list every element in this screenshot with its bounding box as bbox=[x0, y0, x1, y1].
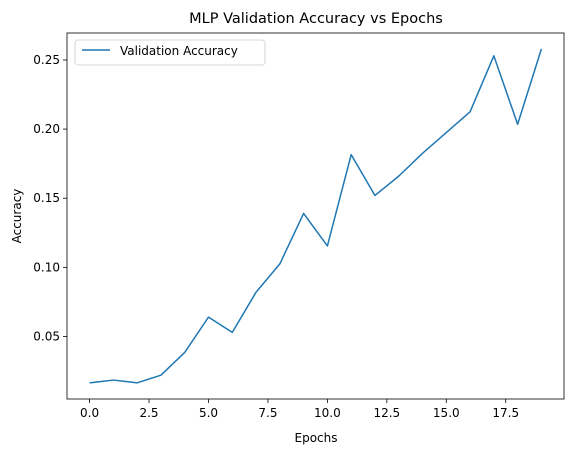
x-tick-label: 0.0 bbox=[80, 406, 99, 420]
x-tick-label: 7.5 bbox=[258, 406, 277, 420]
x-tick-label: 15.0 bbox=[433, 406, 460, 420]
y-axis-label: Accuracy bbox=[10, 189, 24, 244]
x-tick-label: 5.0 bbox=[199, 406, 218, 420]
legend: Validation Accuracy bbox=[74, 39, 266, 66]
legend-entry-label: Validation Accuracy bbox=[120, 44, 238, 58]
plot-layer bbox=[89, 48, 543, 384]
chart-title: MLP Validation Accuracy vs Epochs bbox=[189, 11, 443, 27]
legend-box bbox=[74, 39, 266, 66]
ticks-layer: 0.0 2.5 5.0 7.5 10.0 12.5 15.0 17.5 0.05 0.10 0.15… bbox=[33, 53, 519, 420]
x-axis-label: Epochs bbox=[295, 431, 338, 445]
x-tick-label: 17.5 bbox=[492, 406, 519, 420]
y-tick-label: 0.20 bbox=[33, 122, 60, 136]
x-tick-label: 12.5 bbox=[373, 406, 400, 420]
plot-frame bbox=[66, 32, 565, 400]
y-tick-label: 0.15 bbox=[33, 191, 60, 205]
x-tick-label: 10.0 bbox=[314, 406, 341, 420]
y-tick-label: 0.05 bbox=[33, 330, 60, 344]
series-line-validation-accuracy bbox=[89, 48, 543, 384]
y-tick-label: 0.25 bbox=[33, 53, 60, 67]
x-tick-label: 2.5 bbox=[139, 406, 158, 420]
y-tick-label: 0.10 bbox=[33, 260, 60, 274]
